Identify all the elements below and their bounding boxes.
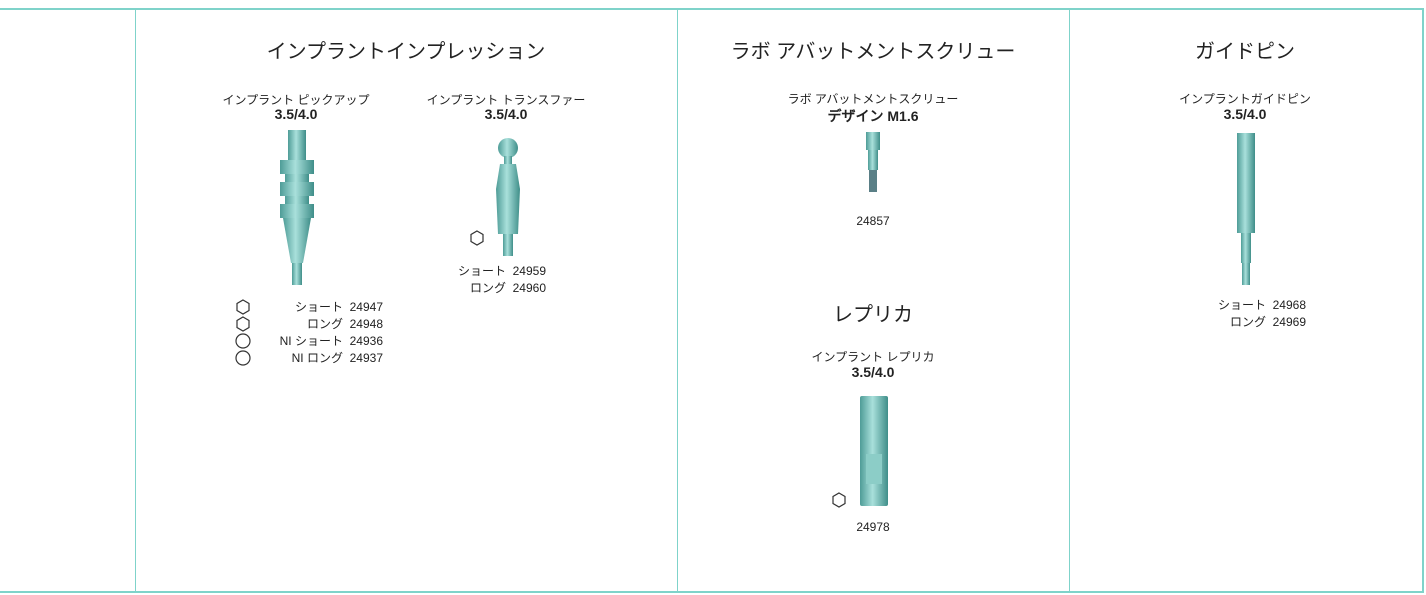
variant-code: 24959 [512, 264, 546, 278]
icon [470, 230, 484, 246]
variant-label: ショート [1217, 298, 1266, 312]
variant-list: ショート 24959 ロング 24960 [430, 263, 546, 297]
variant-label: ロング [469, 281, 506, 295]
border [1422, 8, 1424, 593]
variant-label: ショート [457, 264, 506, 278]
divider [1069, 8, 1070, 593]
product-size: 3.5/4.0 [274, 106, 318, 122]
variant-code: 24969 [1272, 315, 1306, 329]
icon [832, 492, 846, 508]
variant-code: 24978 [856, 520, 890, 534]
product-size: デザイン M1.6 [827, 108, 919, 124]
product-size: 3.5/4.0 [484, 106, 528, 122]
variant-label: ショート [294, 300, 343, 314]
product-image [280, 130, 314, 285]
variant-code: 24947 [349, 300, 383, 314]
product-name: インプラント レプリカ [811, 350, 935, 364]
product-image [1237, 133, 1255, 285]
variant-code: 24968 [1272, 298, 1306, 312]
product-name: インプラントガイドピン [1179, 92, 1311, 106]
product-image [496, 138, 520, 256]
variant-label: NI ロング [291, 351, 343, 365]
product-size: 3.5/4.0 [851, 364, 895, 380]
border [0, 8, 1424, 10]
product-image [860, 396, 888, 506]
icons [235, 299, 251, 366]
product-name: ラボ アバットメントスクリュー [787, 92, 959, 106]
divider [677, 8, 678, 593]
variant-code: 24960 [512, 281, 546, 295]
variant-list: ショート 24968 ロング 24969 [1180, 297, 1306, 331]
variant-label: NI ショート [279, 334, 343, 348]
section-title: ラボ アバットメントスクリュー [730, 41, 1016, 63]
section-title: レプリカ [833, 304, 913, 326]
variant-label: ロング [1229, 315, 1266, 329]
product-image [866, 132, 880, 192]
variant-code: 24936 [349, 334, 383, 348]
variant-list: ショート 24947 ロング 24948 NI ショート 24936 NI ロン… [255, 299, 383, 367]
divider [135, 8, 136, 593]
variant-label: ロング [306, 317, 343, 331]
product-size: 3.5/4.0 [1223, 106, 1267, 122]
border [0, 591, 1424, 593]
variant-code: 24857 [856, 214, 890, 228]
variant-code: 24937 [349, 351, 383, 365]
product-name: インプラント ピックアップ [222, 93, 370, 107]
variant-code: 24948 [349, 317, 383, 331]
section-title: ガイドピン [1195, 41, 1295, 63]
product-name: インプラント トランスファー [426, 93, 586, 107]
section-title: インプラントインプレッション [266, 41, 546, 63]
